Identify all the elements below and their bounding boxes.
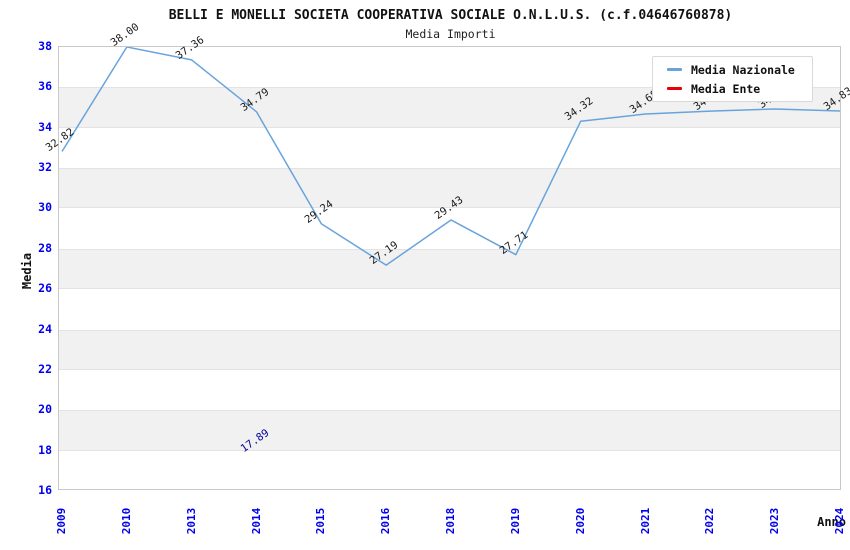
plot-area: 32.82 38.00 37.36 34.79 29.24 27.19 29.43 27.71… <box>44 21 850 490</box>
chart-title: BELLI E MONELLI SOCIETA COOPERATIVA SOCI… <box>168 8 733 23</box>
legend: Media Nazionale Media Ente <box>652 56 813 102</box>
y-tick-label: 16 <box>38 483 52 497</box>
grid-band <box>59 248 840 290</box>
grid-band <box>59 410 840 451</box>
x-tick-label: 2019 <box>508 507 522 535</box>
y-tick-label: 26 <box>38 281 52 296</box>
grid-band <box>59 168 840 209</box>
y-tick-label: 24 <box>38 321 52 336</box>
y-tick-label: 28 <box>38 240 52 255</box>
y-tick-label: 38 <box>38 39 52 53</box>
series-line-media-nazionale <box>61 47 841 266</box>
x-tick-label: 2020 <box>573 507 587 535</box>
legend-item-media-nazionale: Media Nazionale <box>667 63 812 77</box>
y-tick-label: 36 <box>38 79 52 94</box>
x-tick-label: 2022 <box>702 507 716 535</box>
legend-item-label: Media Ente <box>691 81 761 96</box>
x-tick-label: 2013 <box>184 507 198 535</box>
legend-item-media-ente: Media Ente <box>667 82 812 96</box>
chart-subtitle: Media Importi <box>405 27 496 41</box>
x-tick-label: 2018 <box>443 507 457 535</box>
x-tick-label: 2009 <box>54 507 68 535</box>
x-axis-title: Anno <box>817 515 846 529</box>
y-tick-label: 34 <box>38 119 52 134</box>
x-tick-label: 2015 <box>313 507 327 535</box>
legend-line-swatch-red-icon <box>667 87 682 90</box>
y-tick-label: 18 <box>38 442 52 457</box>
legend-line-swatch-blue-icon <box>667 68 682 71</box>
y-tick-label: 30 <box>38 200 52 215</box>
x-tick-label: 2016 <box>378 507 392 535</box>
y-tick-label: 22 <box>38 361 52 376</box>
x-tick-label: 2010 <box>119 507 133 535</box>
y-tick-label: 20 <box>38 402 52 417</box>
legend-item-label: Media Nazionale <box>691 62 795 77</box>
grid-band <box>59 329 840 370</box>
y-tick-label: 32 <box>38 160 52 175</box>
x-tick-label: 2023 <box>767 507 781 535</box>
x-tick-label: 2021 <box>638 507 651 535</box>
x-tick-label: 2024 <box>832 507 846 535</box>
x-tick-label: 2014 <box>249 507 262 535</box>
